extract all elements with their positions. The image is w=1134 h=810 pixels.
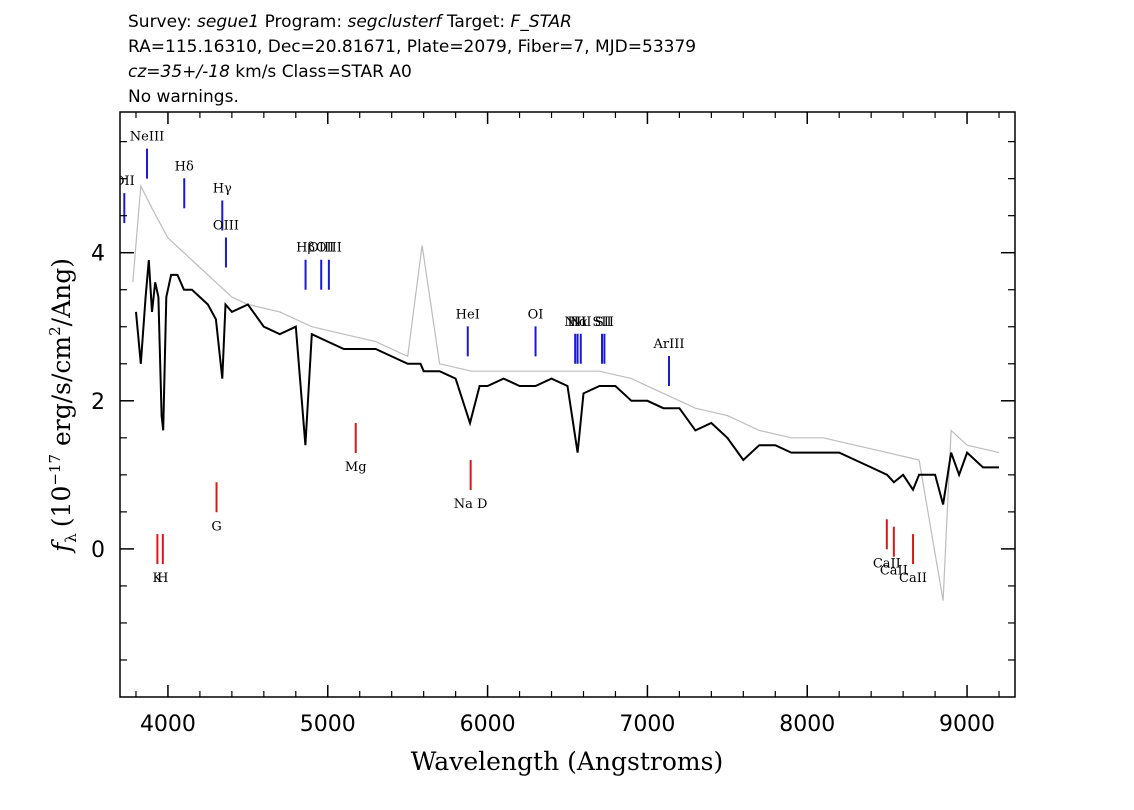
absorption-line-label: CaII	[880, 564, 908, 579]
x-tick-label: 6000	[460, 712, 516, 737]
x-tick-label: 4000	[140, 712, 196, 737]
emission-line-label: NII	[570, 315, 592, 330]
emission-line-label: SII	[592, 315, 611, 330]
emission-line-label: NeIII	[130, 130, 164, 145]
absorption-line-label: H	[157, 571, 168, 586]
absorption-line-label: G	[211, 519, 221, 534]
survey-value: segue1	[197, 12, 260, 32]
emission-line-label: HeI	[456, 307, 480, 322]
target-label: Target:	[446, 12, 506, 32]
x-tick-label: 5000	[300, 712, 356, 737]
y-axis-unit-prefix: (10	[47, 486, 76, 528]
emission-line-label: OIII	[308, 241, 334, 256]
header-line-3: cz=35+/-18 km/s Class=STAR A0	[128, 62, 412, 82]
class-text: km/s Class=STAR A0	[229, 62, 412, 82]
series-line-0	[132, 183, 1000, 601]
y-axis-unit-suffix: /Ang)	[47, 258, 76, 326]
emission-line-label: OIII	[213, 219, 239, 234]
y-axis-unit-exponent: −17	[46, 454, 64, 486]
absorption-line-label: Na D	[454, 497, 488, 512]
absorption-line-label: CaII	[873, 556, 901, 571]
target-value: F_STAR	[510, 12, 572, 32]
header-line-2: RA=115.16310, Dec=20.81671, Plate=2079, …	[128, 37, 697, 57]
program-label: Program:	[264, 12, 343, 32]
absorption-line-label: Mg	[345, 460, 367, 475]
emission-line-label: Hβ	[296, 241, 315, 256]
emission-line-label: OII	[114, 174, 135, 189]
survey-label: Survey:	[128, 12, 192, 32]
y-tick-label: 4	[91, 242, 105, 267]
axis-ticks: 4000 5000 6000 7000 8000 9000 0 2 4	[91, 112, 1015, 737]
emission-line-label: OIII	[316, 241, 342, 256]
plot-frame	[119, 111, 1016, 698]
program-value: segclusterf	[347, 12, 442, 32]
emission-line-label: Hα	[568, 315, 588, 330]
y-tick-label: 2	[91, 390, 105, 415]
y-tick-label: 0	[91, 538, 105, 563]
absorption-line-label: CaII	[899, 571, 927, 586]
y-axis-unit-middle: erg/s/cm	[47, 336, 76, 454]
absorption-line-label: K	[153, 571, 163, 586]
x-tick-label: 9000	[939, 712, 995, 737]
emission-line-label: Hγ	[213, 181, 232, 196]
x-tick-label: 8000	[779, 712, 835, 737]
y-axis-subscript: λ	[62, 533, 80, 543]
emission-line-label: OI	[528, 307, 544, 322]
emission-line-label: Hδ	[175, 159, 194, 174]
emission-line-label: SII	[595, 315, 614, 330]
redshift-value: cz=35+/-18	[128, 62, 230, 82]
header-line-4: No warnings.	[128, 87, 239, 107]
series-line-1	[135, 260, 999, 505]
emission-line-label: ArIII	[652, 337, 684, 352]
x-tick-label: 7000	[619, 712, 675, 737]
y-axis-title: fλ (10−17 erg/s/cm2/Ang)	[46, 258, 80, 554]
emission-line-label: NII	[564, 315, 586, 330]
spectrum-series	[132, 183, 1000, 601]
header-line-1: Survey: segue1 Program: segclusterf Targ…	[128, 12, 572, 32]
y-axis-unit-exponent-2: 2	[46, 326, 64, 336]
y-axis-symbol: f	[47, 539, 76, 554]
x-axis-title: Wavelength (Angstroms)	[411, 747, 723, 776]
